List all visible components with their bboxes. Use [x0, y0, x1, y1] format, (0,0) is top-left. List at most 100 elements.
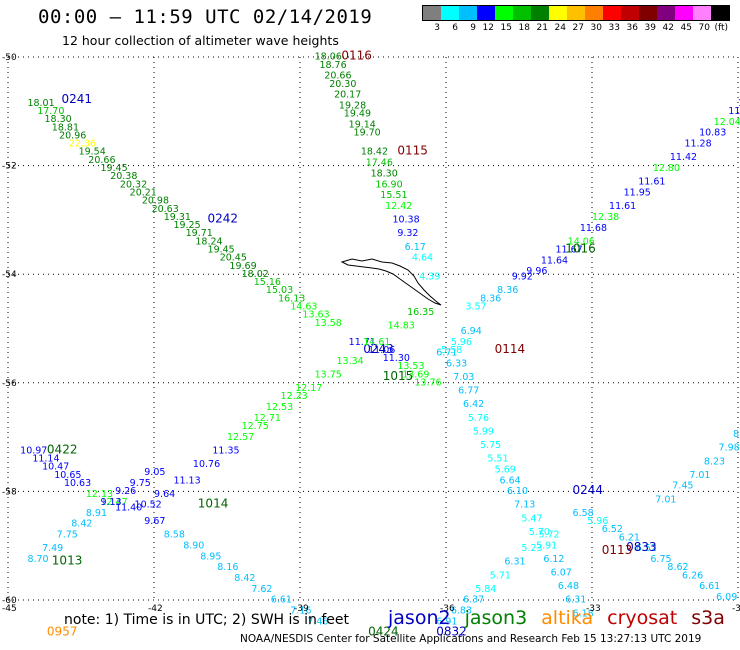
- wave-height-value: 18.81: [52, 122, 79, 133]
- wave-height-value: 17.70: [37, 106, 64, 117]
- wave-height-value: 12.53: [266, 402, 293, 413]
- colorbar-swatch: [459, 6, 477, 20]
- wave-height-value: 6.21: [619, 532, 640, 543]
- wave-height-value: 14.06: [568, 236, 595, 247]
- wave-height-value: 11.67: [556, 244, 583, 255]
- wave-height-value: 8.95: [200, 551, 221, 562]
- wave-height-value: 9.13: [100, 497, 121, 508]
- legend-satellite-cryosat: cryosat: [607, 607, 678, 629]
- colorbar-swatch: [675, 6, 693, 20]
- colorbar-tick-label: 24: [554, 23, 566, 33]
- longitude-label: -42: [148, 604, 163, 614]
- wave-height-value: 6.83: [451, 606, 472, 617]
- colorbar-ticks: 3 6 9 12 15 18 21 24 27 30 33 36 39 42 45 70 (ft): [422, 23, 728, 33]
- wave-height-value: 6.75: [650, 554, 671, 565]
- longitude-label: -45: [2, 604, 17, 614]
- map-title: 00:00 – 11:59 UTC 02/14/2019: [38, 6, 373, 28]
- wave-height-value: 6.07: [551, 568, 572, 579]
- wave-height-value: 8.42: [71, 519, 92, 530]
- wave-height-value: 10.97: [20, 445, 47, 456]
- latitude-label: -50: [2, 53, 17, 63]
- wave-height-value: 12.17: [295, 383, 322, 394]
- colorbar-swatch: [711, 6, 729, 20]
- wave-height-value: 7.49: [42, 543, 63, 554]
- wave-height-value: 12.75: [242, 421, 269, 432]
- wave-height-value: 18.24: [195, 236, 222, 247]
- wave-height-value: 6.10: [507, 486, 528, 497]
- wave-height-value: 7.98: [719, 443, 740, 454]
- wave-height-value: 9.92: [512, 272, 533, 283]
- wave-height-value: 6.48: [558, 581, 579, 592]
- wave-height-value: 5.23: [521, 543, 542, 554]
- wave-height-value: 19.25: [173, 220, 200, 231]
- pass-time-label: 0832: [436, 624, 467, 638]
- wave-height-value: 11.14: [32, 454, 59, 465]
- wave-height-value: 7.03: [453, 372, 474, 383]
- wave-height-value: 5.70: [529, 527, 550, 538]
- credit-line: NOAA/NESDIS Center for Satellite Applica…: [240, 633, 702, 645]
- wave-height-value: 18.06: [315, 52, 342, 63]
- pass-time-label: 0422: [47, 442, 78, 456]
- colorbar-swatch: [531, 6, 549, 20]
- wave-height-value: 20.38: [110, 171, 137, 182]
- wave-height-value: 20.21: [130, 187, 157, 198]
- wave-height-value: 12.23: [281, 391, 308, 402]
- colorbar-swatch: [603, 6, 621, 20]
- wave-height-value: 19.70: [354, 128, 381, 139]
- wave-height-value: 5.71: [490, 570, 511, 581]
- colorbar-swatch: [495, 6, 513, 20]
- wave-height-value: 11.61: [638, 177, 665, 188]
- colorbar-tick-label: 33: [608, 23, 620, 33]
- wave-height-value: 19.28: [339, 101, 366, 112]
- colorbar-swatch: [693, 6, 711, 20]
- wave-height-value: 6.64: [500, 475, 521, 486]
- wave-height-value: 15.51: [380, 190, 407, 201]
- pass-time-label: 0113: [602, 543, 633, 557]
- wave-height-value: 12.71: [254, 413, 281, 424]
- wave-height-value: 4.39: [419, 272, 440, 283]
- wave-height-value: 20.66: [324, 71, 351, 82]
- pass-time-label: 1014: [198, 497, 229, 511]
- wave-height-value: 9.75: [130, 478, 151, 489]
- wave-height-value: 11.06: [368, 345, 395, 356]
- wave-height-value: 8.90: [183, 540, 204, 551]
- wave-height-colorbar: 3 6 9 12 15 18 21 24 27 30 33 36 39 42 45 70 (ft): [422, 5, 730, 33]
- pass-time-label: 1015: [383, 369, 414, 383]
- wave-height-value: 13.69: [402, 369, 429, 380]
- wave-height-value: 9.05: [144, 467, 165, 478]
- pass-time-label: 0115: [397, 144, 428, 158]
- wave-height-value: 13.76: [414, 378, 441, 389]
- wave-height-value: 6.17: [405, 242, 426, 253]
- wave-height-value: 10.52: [135, 500, 162, 511]
- longitude-label: -36: [440, 604, 455, 614]
- wave-height-value: 14.83: [388, 321, 415, 332]
- wave-height-value: 11.09: [728, 106, 740, 117]
- longitude-label: -30: [732, 604, 740, 614]
- latitude-label: -56: [2, 379, 17, 389]
- wave-height-value: 7.45: [672, 481, 693, 492]
- wave-height-value: 5.72: [538, 530, 559, 541]
- wave-height-value: 5.96: [451, 337, 472, 348]
- pass-time-label: 0242: [208, 212, 239, 226]
- wave-height-value: 6.61: [271, 595, 292, 606]
- colorbar-tick-label: 3: [434, 23, 440, 33]
- wave-height-value: 16.35: [407, 307, 434, 318]
- wave-height-value: 7.01: [689, 470, 710, 481]
- pass-time-label: 0957: [47, 624, 78, 638]
- wave-height-value: 12.47: [100, 497, 127, 508]
- wave-height-value: 10.38: [392, 215, 419, 226]
- wave-height-value: 7.46: [307, 616, 328, 627]
- axis-labels: -50 -52 -54 -56 -58 -60-45 -42 -39 -36 -33 -30: [2, 53, 740, 614]
- pass-time-label: 0241: [62, 92, 93, 106]
- wave-height-value: 12.13: [86, 489, 113, 500]
- wave-height-value: 13.53: [397, 361, 424, 372]
- wave-height-value: 6.42: [463, 399, 484, 410]
- wave-height-value: 4.64: [412, 253, 433, 264]
- wave-height-value: 20.30: [329, 79, 356, 90]
- wave-height-value: 11.71: [349, 337, 376, 348]
- wave-height-value: 20.45: [220, 253, 247, 264]
- wave-height-value: 6.52: [602, 524, 623, 535]
- wave-height-value: 9.32: [397, 228, 418, 239]
- wave-height-value: 13.75: [315, 369, 342, 380]
- wave-height-value: 5.51: [487, 454, 508, 465]
